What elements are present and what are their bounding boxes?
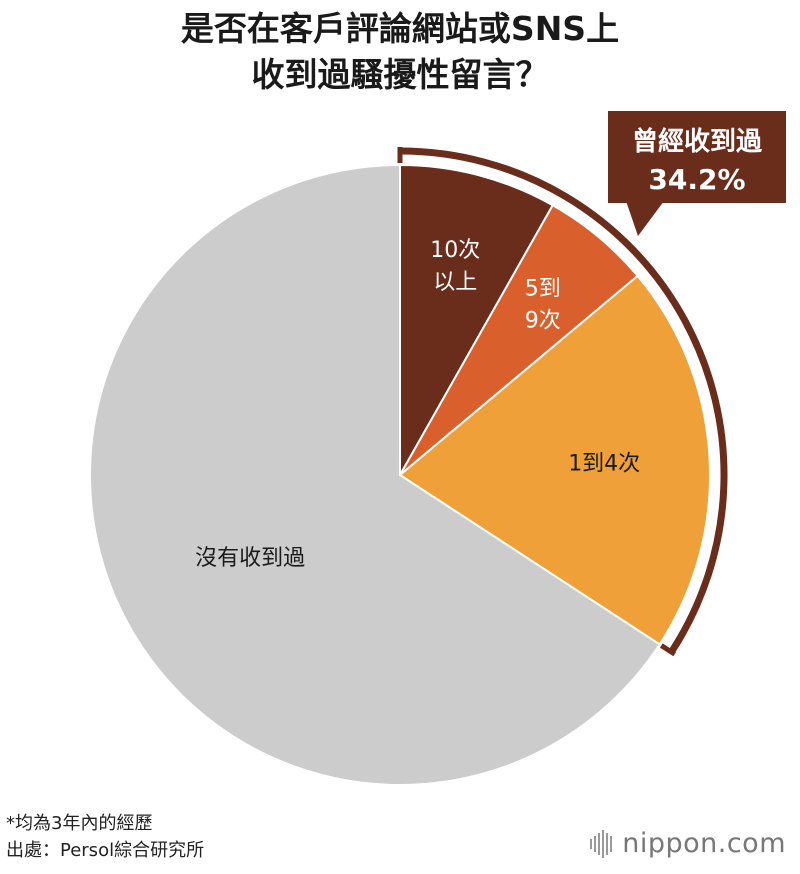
footnote-period: *均為3年內的經歷 (6, 813, 153, 834)
chart-title: 是否在客戶評論網站或SNS上 收到過騷擾性留言？ (0, 6, 800, 98)
footnote-source: 出處：Persol綜合研究所 (6, 840, 205, 861)
chart-title-line-2: 收到過騷擾性留言？ (251, 55, 549, 94)
pie-slice-1 (399, 163, 555, 479)
footnotes: *均為3年內的經歷 出處：Persol綜合研究所 (6, 810, 204, 864)
nippon-logo-text: nippon.com (622, 828, 786, 859)
pie-slice-3 (398, 274, 711, 646)
chart-title-line-1: 是否在客戶評論網站或SNS上 (180, 9, 620, 48)
callout-bracket (399, 147, 728, 654)
pie-label-2-line-2: 9次 (525, 308, 561, 333)
pie-label-1-line-1: 10次 (430, 238, 480, 263)
nippon-logo-icon (590, 829, 614, 858)
pie-label-3-line-1: 1到4次 (568, 452, 640, 477)
pie-label-4-line-1: 沒有收到過 (195, 546, 305, 571)
callout-box: 曾經收到過 34.2% (608, 111, 786, 236)
pie-label-2-line-1: 5到 (525, 276, 561, 301)
pie-slice-4 (89, 163, 662, 786)
pie-slices (89, 163, 711, 786)
callout-box-background (608, 111, 786, 203)
callout-value: 34.2% (648, 163, 745, 196)
callout-box-pointer (626, 201, 664, 236)
pie-label-1-line-2: 以上 (433, 270, 477, 295)
callout-bracket-cap-end (659, 643, 677, 657)
callout-label: 曾經收到過 (632, 126, 763, 157)
nippon-logo: nippon.com (590, 828, 786, 859)
